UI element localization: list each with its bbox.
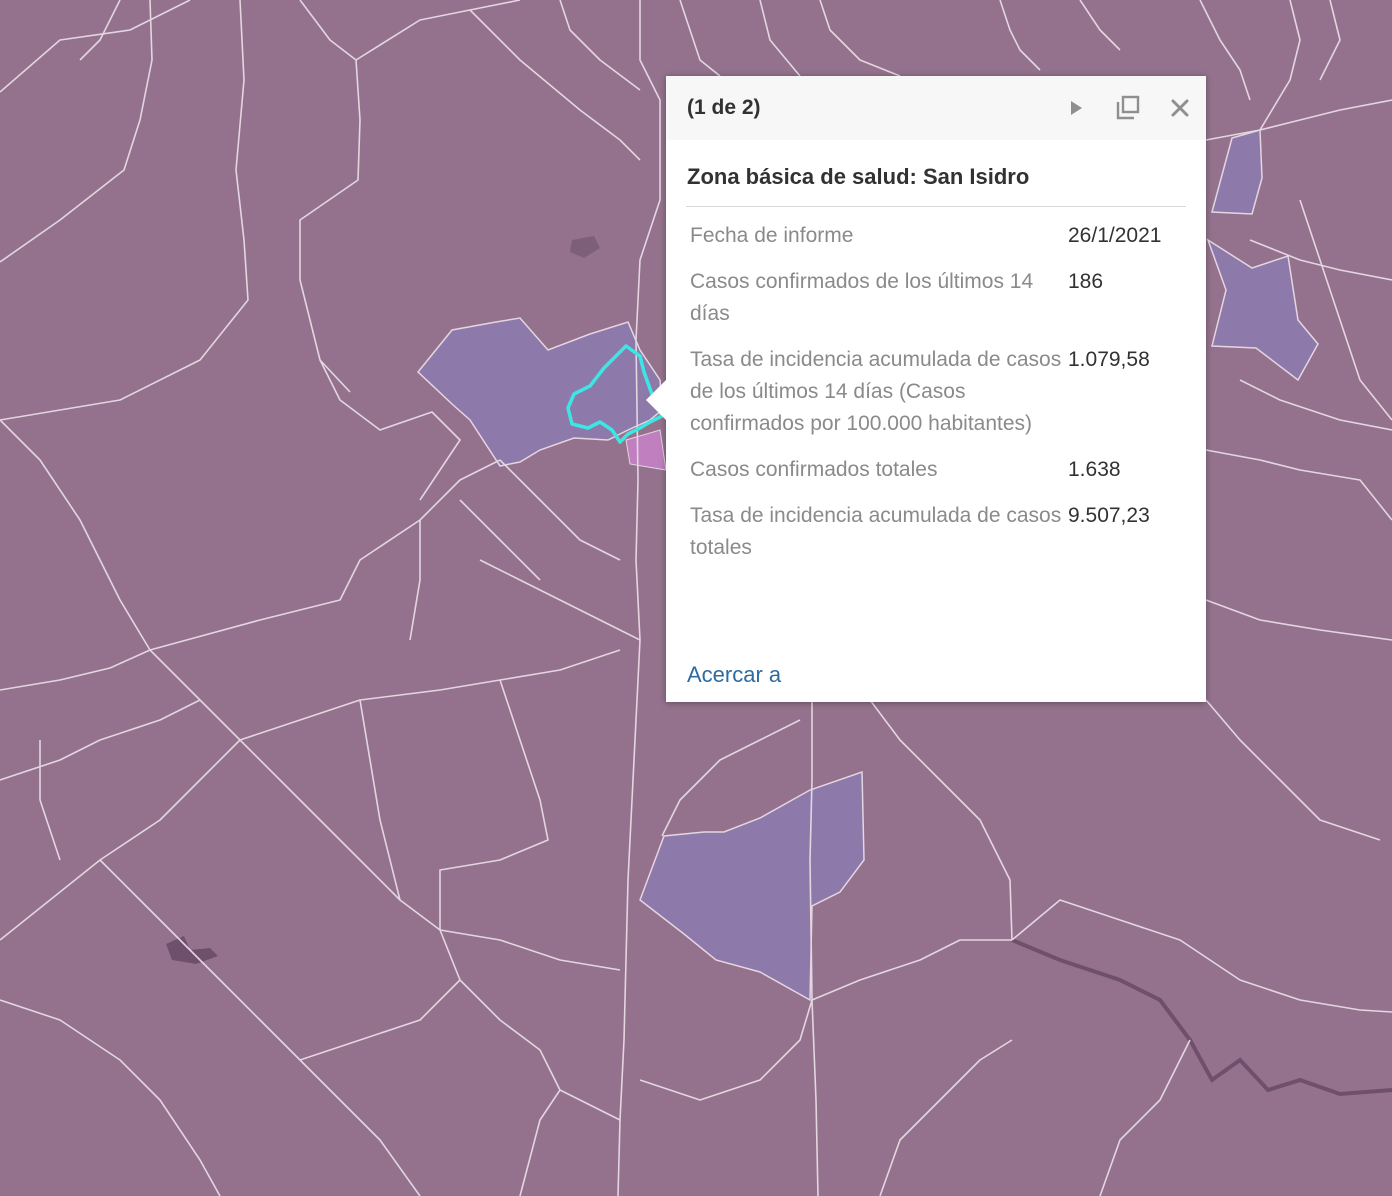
play-icon — [1071, 101, 1082, 115]
attribute-value: 1.638 — [1068, 458, 1121, 481]
attribute-value: 26/1/2021 — [1068, 224, 1162, 247]
zoom-to-link[interactable]: Acercar a — [687, 662, 782, 687]
attribute-row: Fecha de informe 26/1/2021 — [690, 220, 1182, 266]
zone-highlight-east — [1211, 129, 1263, 215]
feature-popup: (1 de 2) Zona básica de salud: San Isidr… — [646, 76, 1206, 702]
feature-count-label: (1 de 2) — [687, 96, 761, 119]
close-button[interactable] — [1164, 92, 1196, 124]
attribute-label: Tasa de incidencia acumulada de casos de… — [690, 348, 1062, 435]
popup-title: Zona básica de salud: San Isidro — [687, 164, 1030, 189]
attribute-value: 186 — [1068, 270, 1104, 293]
attribute-row: Casos confirmados de los últimos 14 días… — [690, 266, 1182, 344]
popup-pointer — [646, 380, 666, 420]
attribute-label: Casos confirmados de los últimos 14 días — [690, 270, 1034, 325]
attribute-row: Tasa de incidencia acumulada de casos to… — [690, 500, 1182, 578]
attribute-label: Fecha de informe — [690, 224, 854, 247]
attribute-label: Tasa de incidencia acumulada de casos to… — [690, 504, 1062, 559]
river — [1011, 938, 1392, 1097]
close-icon — [1171, 99, 1189, 117]
popup-header: (1 de 2) — [666, 76, 1206, 140]
attribute-row: Tasa de incidencia acumulada de casos de… — [690, 344, 1182, 454]
zone-highlight-east-2 — [1206, 238, 1319, 382]
title-divider — [686, 206, 1186, 207]
attribute-row: Casos confirmados totales 1.638 — [690, 454, 1182, 500]
zone-highlight-south — [639, 770, 865, 1002]
maximize-icon — [1116, 95, 1140, 120]
attribute-table: Fecha de informe 26/1/2021 Casos confirm… — [686, 220, 1186, 578]
next-feature-button[interactable] — [1060, 92, 1092, 124]
pond — [570, 236, 600, 258]
lake — [166, 936, 218, 964]
attribute-value: 9.507,23 — [1068, 504, 1150, 527]
attribute-value: 1.079,58 — [1068, 348, 1150, 371]
maximize-button[interactable] — [1112, 92, 1144, 124]
attribute-label: Casos confirmados totales — [690, 458, 938, 481]
